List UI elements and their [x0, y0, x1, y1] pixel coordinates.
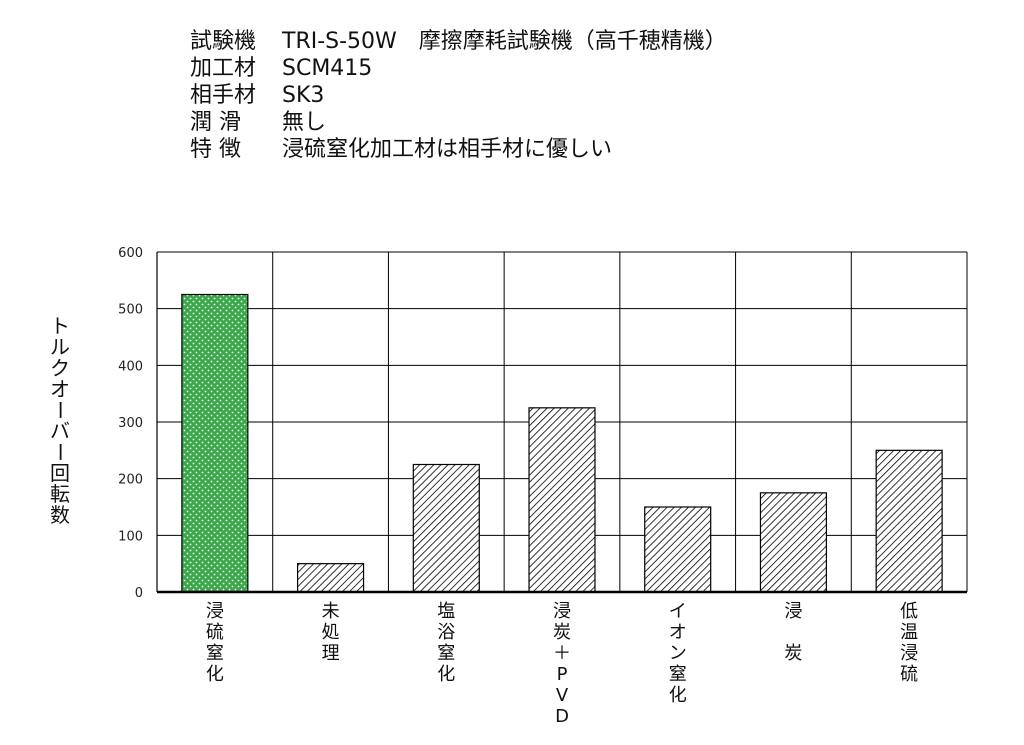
x-category-char: オ: [669, 622, 687, 643]
x-category-label: 浸炭＋PVD: [553, 601, 571, 727]
y-tick-label: 400: [118, 359, 143, 374]
x-category-char: 窒: [437, 643, 455, 664]
bar-2: [296, 563, 365, 593]
info-value: 浸硫窒化加工材は相手材に優しい: [282, 137, 613, 162]
info-row-workpiece: 加工材 SCM415: [190, 55, 727, 82]
x-category-char: D: [555, 706, 569, 727]
info-key: 相手材: [190, 83, 257, 108]
x-category-char: 化: [669, 685, 687, 706]
x-category-char: P: [557, 664, 568, 685]
x-category-char: 化: [206, 664, 224, 685]
info-key: 特 徴: [190, 137, 241, 162]
y-tick-label: 600: [118, 246, 143, 261]
labels: 0100200300400500600浸硫窒化未処理塩浴窒化浸炭＋PVDイオン窒…: [48, 246, 918, 727]
x-category-char: 浸: [553, 601, 571, 622]
y-tick-label: 200: [118, 473, 143, 488]
x-category-label: 未処理: [322, 601, 340, 664]
x-category-char: 温: [900, 622, 918, 643]
x-category-char: 硫: [206, 622, 224, 643]
x-category-char: 炭: [553, 622, 571, 643]
x-category-label: 浸硫窒化: [206, 601, 224, 685]
y-axis-label-char: 数: [50, 503, 70, 527]
x-category-char: 浸: [784, 601, 802, 622]
y-tick-label: 300: [118, 416, 143, 431]
info-key: 潤 滑: [190, 110, 241, 135]
bars: [181, 293, 943, 593]
y-axis-label-char: ク: [50, 356, 70, 380]
info-row-lubrication: 潤 滑 無し: [190, 109, 727, 136]
info-key: 試験機: [190, 29, 257, 54]
x-category-char: 浴: [437, 622, 455, 643]
x-category-char: ン: [669, 643, 687, 664]
bar-5: [644, 506, 712, 593]
x-category-char: イ: [669, 601, 687, 622]
test-conditions: 試験機 TRI-S-50W 摩擦摩耗試験機（高千穂精機） 加工材 SCM415 相手…: [190, 28, 727, 163]
y-tick-label: 0: [135, 586, 143, 601]
info-row-counterpart: 相手材 SK3: [190, 82, 727, 109]
bar-4: [528, 407, 596, 593]
x-category-char: 炭: [784, 643, 802, 664]
info-value: 無し: [282, 110, 327, 135]
x-category-char: 塩: [437, 601, 455, 622]
y-tick-label: 100: [118, 529, 143, 544]
info-value: SCM415: [282, 56, 373, 81]
y-axis-label-char: 転: [50, 482, 70, 506]
y-axis-label-char: ー: [48, 442, 72, 462]
bar-6: [759, 492, 828, 593]
x-category-char: ＋: [553, 643, 571, 664]
y-axis-label-char: オ: [50, 377, 70, 401]
info-key: 加工材: [190, 56, 257, 81]
x-category-char: 浸: [206, 601, 224, 622]
x-category-char: 処: [322, 622, 340, 643]
bar-1: [181, 293, 249, 593]
y-tick-label: 500: [118, 303, 143, 318]
bar-3: [412, 463, 480, 593]
x-category-char: 窒: [206, 643, 224, 664]
bar-7: [875, 449, 943, 593]
y-axis-label-char: ト: [50, 314, 70, 338]
y-axis-label-char: バ: [50, 419, 70, 443]
y-axis-label-char: 回: [50, 461, 70, 485]
x-category-label: 浸炭: [784, 601, 802, 664]
info-row-feature: 特 徴 浸硫窒化加工材は相手材に優しい: [190, 136, 727, 163]
x-category-char: 低: [900, 601, 918, 622]
y-axis-label-char: ル: [50, 335, 70, 359]
x-category-char: 浸: [900, 643, 918, 664]
info-value: SK3: [282, 83, 325, 108]
x-category-char: 窒: [669, 664, 687, 685]
x-category-char: 未: [322, 601, 340, 622]
x-category-char: 化: [437, 664, 455, 685]
x-category-char: V: [556, 685, 569, 706]
y-axis-label-char: ー: [48, 400, 72, 420]
x-category-char: 理: [322, 643, 340, 664]
axes: [156, 252, 967, 594]
info-value: TRI-S-50W 摩擦摩耗試験機（高千穂精機）: [282, 29, 727, 54]
x-category-char: 硫: [900, 664, 918, 685]
info-row-machine: 試験機 TRI-S-50W 摩擦摩耗試験機（高千穂精機）: [190, 28, 727, 55]
